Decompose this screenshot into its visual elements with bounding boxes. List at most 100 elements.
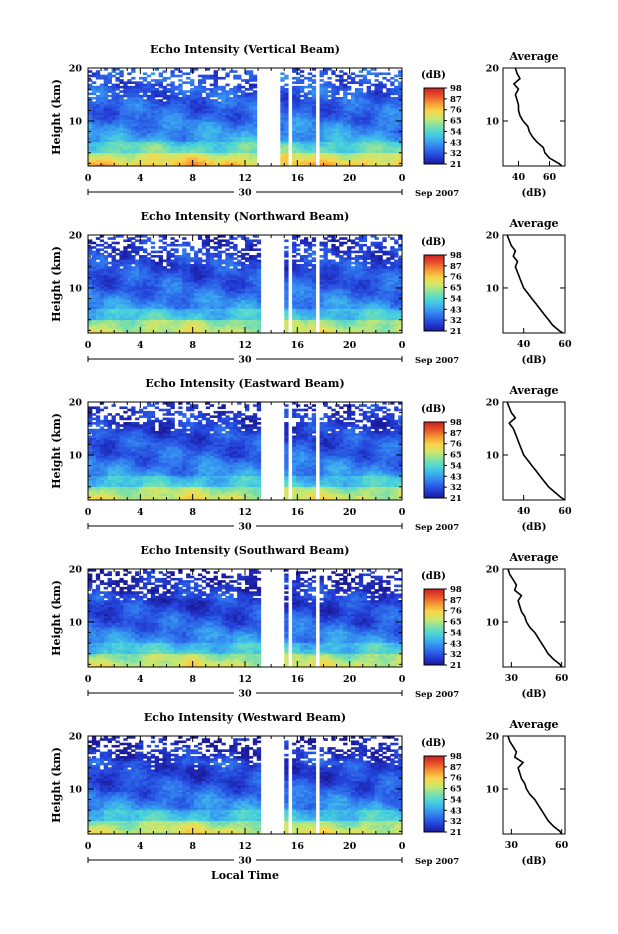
heatmap-cell (218, 101, 222, 104)
heatmap-cell (280, 77, 284, 80)
heatmap-cell (198, 75, 202, 78)
heatmap-cell (143, 99, 147, 102)
heatmap-cell (249, 93, 253, 96)
heatmap-cell (92, 86, 96, 89)
heatmap-cell (108, 266, 112, 269)
heatmap-cell (139, 77, 143, 80)
heatmap-cell (245, 93, 249, 96)
heatmap-cell (296, 72, 300, 75)
colorbar-tick-label: 21 (450, 160, 462, 170)
heatmap-cell (359, 75, 363, 78)
heatmap-cell (280, 86, 284, 89)
heatmap-cell (308, 84, 312, 87)
heatmap-cell (249, 70, 253, 73)
x-tick-label: 4 (137, 173, 144, 184)
heatmap-cell (108, 86, 112, 89)
heatmap-cell (331, 70, 335, 73)
heatmap-cell (186, 90, 190, 93)
heatmap-cell (178, 70, 182, 73)
heatmap-cell (131, 86, 135, 89)
colorbar-tick-label: 76 (450, 106, 462, 116)
heatmap-cell (119, 86, 123, 89)
heatmap-cell (327, 77, 331, 80)
heatmap-cell (233, 86, 237, 89)
heatmap-cell (96, 95, 100, 98)
heatmap-cell (206, 93, 210, 96)
heatmap-cell (163, 101, 167, 104)
heatmap-cell (100, 75, 104, 78)
heatmap-cell (88, 84, 92, 87)
heatmap-cell (371, 72, 375, 75)
heatmap-cell (214, 70, 218, 73)
heatmap-cell (363, 75, 367, 78)
heatmap-cell (382, 77, 386, 80)
heatmap-cell (308, 97, 312, 100)
heatmap-cell (339, 70, 343, 73)
heatmap-cell (378, 72, 382, 75)
heatmap-cell (147, 81, 151, 84)
heatmap-cell (308, 268, 312, 271)
heatmap-cell (96, 70, 100, 73)
heatmap-cell (186, 95, 190, 98)
heatmap-cell (178, 79, 182, 82)
heatmap-cell (163, 77, 167, 80)
panel-title: Echo Intensity (Vertical Beam) (150, 43, 340, 56)
x-tick-label: 12 (238, 173, 251, 184)
heatmap-cell (292, 86, 296, 89)
average-x-tick-label: 60 (543, 172, 557, 183)
heatmap-cell (178, 75, 182, 78)
heatmap-cell (245, 79, 249, 82)
x-tick-label: 8 (189, 173, 196, 184)
heatmap-cell (190, 79, 194, 82)
colorbar-unit: (dB) (421, 70, 446, 81)
heatmap-cell (119, 268, 123, 271)
heatmap-cell (115, 72, 119, 75)
heatmap-cell (88, 79, 92, 82)
heatmap-cell (304, 93, 308, 96)
heatmap-cell (355, 88, 359, 91)
heatmap-cell (351, 93, 355, 96)
heatmap-cell (229, 268, 233, 271)
colorbar-tick-label: 43 (450, 138, 462, 148)
heatmap-cell (218, 93, 222, 96)
heatmap-cell (335, 86, 339, 89)
heatmap-cell (167, 77, 171, 80)
heatmap-cell (127, 86, 131, 89)
heatmap-cell (284, 84, 288, 87)
heatmap-cell (108, 72, 112, 75)
heatmap-cell (386, 79, 390, 82)
heatmap-cell (327, 81, 331, 84)
heatmap-cell (119, 79, 123, 82)
heatmap-cell (241, 90, 245, 93)
heatmap-cell (300, 99, 304, 102)
y-tick-label: 20 (69, 64, 83, 75)
colorbar-tick-label: 65 (450, 117, 462, 127)
heatmap-cell (284, 75, 288, 78)
heatmap-cell (186, 77, 190, 80)
heatmap-cell (151, 79, 155, 82)
x-tick-label: 16 (291, 173, 305, 184)
heatmap-cell (206, 88, 210, 91)
heatmap-cell (167, 95, 171, 98)
heatmap-cell (386, 88, 390, 91)
heatmap-cell (343, 79, 347, 82)
heatmap-cell (159, 99, 163, 102)
heatmap-cell (339, 97, 343, 100)
heatmap-cell (159, 79, 163, 82)
heatmap-cell (147, 95, 151, 98)
heatmap-cell (343, 84, 347, 87)
x-tick-label: 0 (399, 173, 406, 184)
heatmap-cell (320, 79, 324, 82)
heatmap-cell (147, 75, 151, 78)
heatmap-cell (131, 77, 135, 80)
heatmap-cell (308, 90, 312, 93)
heatmap-cell (390, 77, 394, 80)
heatmap-cell (292, 77, 296, 80)
heatmap-cell (119, 95, 123, 98)
heatmap-cell (296, 86, 300, 89)
heatmap-cell (241, 86, 245, 89)
heatmap-cell (241, 79, 245, 82)
heatmap-cell (221, 77, 225, 80)
heatmap-cell (159, 72, 163, 75)
